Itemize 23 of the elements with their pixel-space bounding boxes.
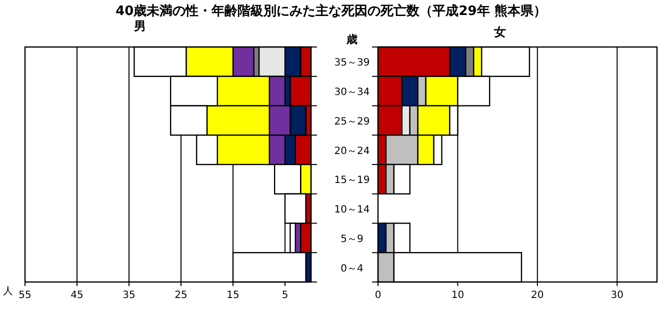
y-tick-label: 35～39 bbox=[334, 58, 370, 69]
x-tick-label: 20 bbox=[531, 290, 544, 301]
x-tick-label: 15 bbox=[226, 290, 240, 301]
y-tick-label: 15～19 bbox=[334, 175, 370, 186]
x-tick-label: 10 bbox=[451, 290, 464, 301]
y-tick-label: 10～14 bbox=[334, 204, 370, 216]
chart-subtitle: 男 bbox=[133, 19, 146, 33]
y-axis-title: 歳 bbox=[346, 33, 358, 46]
x-tick-label: 5 bbox=[282, 290, 288, 301]
chart-title: 40歳未満の性・年齢階級別にみた主な死因の死亡数（平成29年 熊本県） bbox=[116, 3, 546, 19]
x-tick-label: 25 bbox=[174, 290, 188, 301]
chart-title: 女 bbox=[493, 25, 506, 39]
x-tick-label: 45 bbox=[70, 290, 84, 301]
y-tick-label: 25～29 bbox=[334, 116, 370, 128]
y-tick-label: 5～9 bbox=[340, 234, 364, 245]
y-tick-label: 30～34 bbox=[334, 87, 370, 98]
x-tick-label: 35 bbox=[122, 290, 136, 301]
y-tick-label: 20～24 bbox=[334, 146, 370, 157]
x-axis-title: 人 bbox=[3, 286, 13, 297]
x-tick-label: 30 bbox=[610, 290, 624, 301]
y-tick-label: 0～4 bbox=[340, 263, 364, 274]
x-tick-label: 0 bbox=[374, 290, 382, 301]
x-tick-label: 55 bbox=[18, 290, 32, 301]
